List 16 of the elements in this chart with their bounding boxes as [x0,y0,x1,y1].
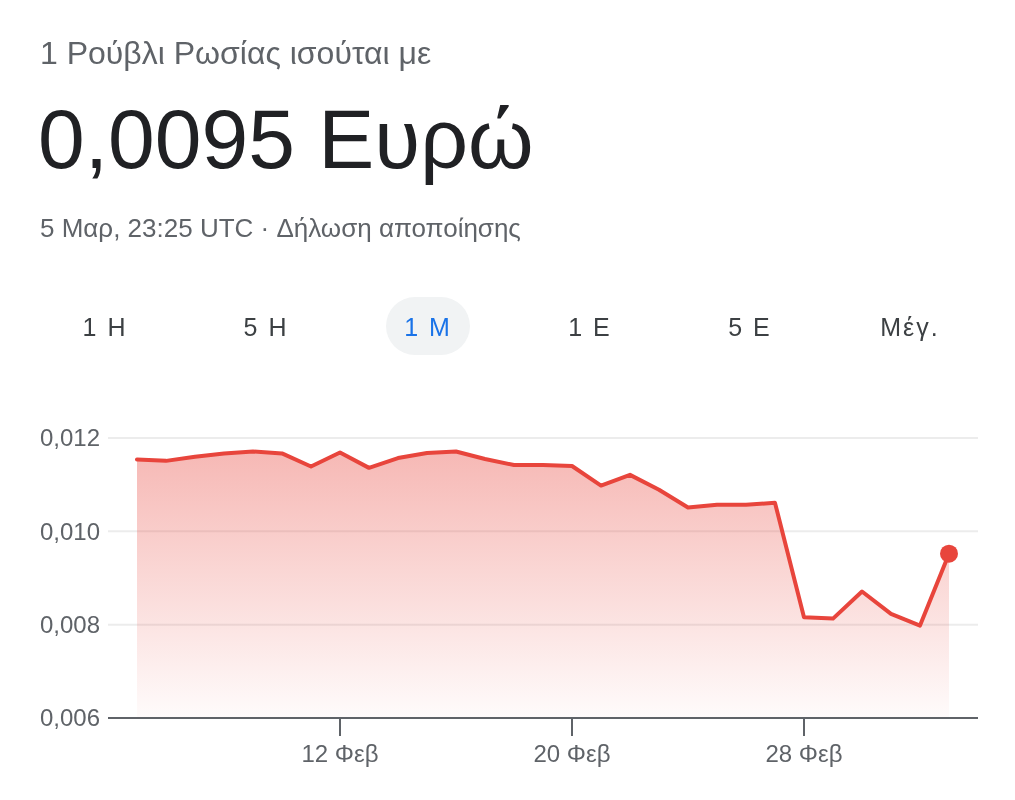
text: 1 Ε [568,313,612,341]
y-tick-label: 0,006 [40,704,101,732]
text: 5 Μαρ, 23:25 UTC · Δήλωση αποποίησης [40,213,521,243]
x-tick-label: 12 Φεβ [301,740,379,767]
x-tick-label: 28 Φεβ [765,740,843,767]
text: Μέγ. [880,313,940,341]
x-tick-label: 20 Φεβ [533,740,611,767]
text: 5 Ε [728,313,772,341]
y-tick-label: 0,012 [40,424,101,452]
chart-title: 0,0095 Ευρώ [38,92,534,186]
chart-subtitle: 1 Ρούβλι Ρωσίας ισούται με [40,35,432,71]
text: 5 Η [243,313,289,341]
text: 1 Η [82,313,128,341]
y-tick-label: 0,008 [40,611,101,639]
text: 1 Μ [404,313,452,341]
y-tick-label: 0,010 [40,517,101,545]
